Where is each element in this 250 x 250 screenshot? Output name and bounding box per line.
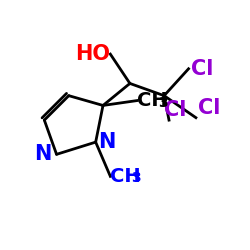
Text: N: N <box>34 144 52 164</box>
Text: Cl: Cl <box>191 59 214 79</box>
Text: CH: CH <box>110 167 141 186</box>
Text: 3: 3 <box>131 172 141 185</box>
Text: Cl: Cl <box>164 100 186 120</box>
Text: Cl: Cl <box>198 98 221 118</box>
Text: 3: 3 <box>158 96 168 110</box>
Text: N: N <box>98 132 116 152</box>
Text: HO: HO <box>75 44 110 64</box>
Text: CH: CH <box>137 91 168 110</box>
